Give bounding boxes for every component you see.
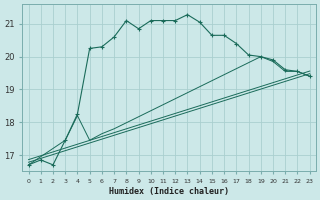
X-axis label: Humidex (Indice chaleur): Humidex (Indice chaleur) bbox=[109, 187, 229, 196]
